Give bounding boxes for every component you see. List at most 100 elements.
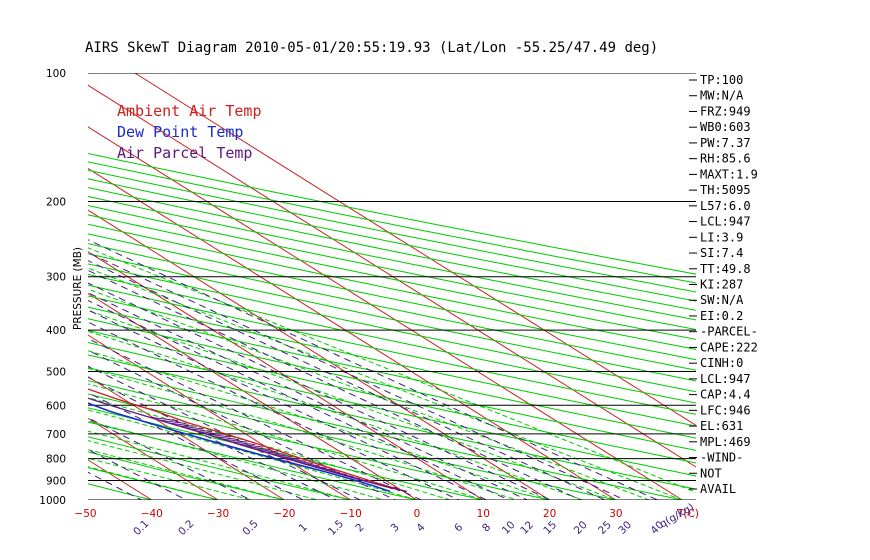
mixing-ratio-label: 3 [388,521,401,534]
dry-adiabat-line [88,380,617,500]
index-label: TP:100 [700,73,743,87]
moist-adiabat-line [88,367,517,500]
dry-adiabat-line [88,205,696,331]
moist-adiabat-line [88,288,650,500]
isotherm-line [88,167,617,500]
index-label: SW:N/A [700,293,744,307]
isotherm-line [88,292,418,500]
mixing-ratio-line [88,260,606,500]
bottom-temp-tick-label: −40 [141,508,163,520]
index-label: PW:7.37 [700,136,751,150]
index-label: AVAIL [700,482,736,496]
mixing-ratio-line [88,292,528,500]
dry-adiabat-line [88,263,696,393]
index-label: LFC:946 [700,403,751,417]
index-label: -PARCEL- [700,325,758,339]
index-label: FRZ:949 [700,104,751,118]
moist-adiabat-line [88,310,617,500]
mixing-ratio-line [88,321,460,500]
series-layer [88,388,407,493]
tick-label-layer: 1000900800700600500400300200100−120−110−… [39,68,699,538]
index-label: SI:7.4 [700,246,743,260]
dry-adiabat-line [88,214,696,340]
legend-item: Dew Point Temp [117,123,243,141]
grid-layer [0,73,696,500]
index-label: WB0:603 [700,120,751,134]
bottom-temp-tick-label: −10 [340,508,362,520]
mixing-ratio-label: 30 [616,519,634,537]
bottom-temp-tick-label: −50 [74,508,96,520]
mixing-ratio-label: 25 [596,519,614,537]
dry-adiabat-line [88,223,696,350]
index-label: MPL:469 [700,435,751,449]
index-label: CAPE:222 [700,340,758,354]
isotherm-line [0,73,19,500]
bottom-temp-tick-label: 30 [609,508,622,520]
bottom-axis-unit: T(C) [676,508,699,520]
mixing-ratio-label: 8 [480,521,493,534]
dry-adiabat-line [88,187,696,311]
mixing-ratio-label: 10 [500,519,518,537]
mixing-ratio-line [88,448,187,500]
legend: Ambient Air Temp Dew Point Temp Air Parcel… [117,102,262,162]
index-label: L57:6.0 [700,199,751,213]
pressure-tick-label: 600 [46,400,66,412]
dry-adiabat-line [88,451,285,500]
pressure-tick-label: 800 [46,454,66,466]
pressure-tick-label: 900 [46,475,66,487]
index-label: MW:N/A [700,89,744,103]
index-label: EI:0.2 [700,309,743,323]
mixing-ratio-label: 1 [297,521,310,534]
moist-adiabat-line [88,330,583,500]
moist-adiabat-line [88,383,484,500]
mixing-ratio-line [88,269,582,500]
pressure-tick-label: 400 [46,325,66,337]
dry-adiabat-line [88,306,696,439]
index-label: LI:3.9 [700,230,743,244]
mixing-ratio-line [88,338,422,500]
cape-hatch-line [246,446,271,451]
isotherm-line [88,334,351,500]
mixing-ratio-line [88,417,251,500]
cape-hatch-line [149,416,179,422]
mixing-ratio-label: 15 [541,519,559,537]
index-label: CINH:0 [700,356,743,370]
dry-adiabat-line [88,421,418,500]
bottom-temp-tick-label: 0 [414,508,421,520]
index-label: -WIND- [700,451,743,465]
cape-hatch-line [238,443,264,448]
index-label: RH:85.6 [700,152,751,166]
isotherm-line [88,84,696,468]
mixing-ratio-line [88,309,487,500]
mixing-ratio-label: 12 [518,519,536,537]
pressure-tick-label: 200 [46,197,66,209]
dewpoint-curve [88,402,391,493]
dry-adiabat-line [88,467,219,500]
dry-adiabat-line [88,436,351,500]
mixing-ratio-label: 2 [353,521,366,534]
dry-adiabat-line [88,178,696,302]
bottom-temp-tick-label: −20 [273,508,295,520]
index-label: MAXT:1.9 [700,167,758,181]
dry-adiabat-line [88,329,696,464]
isotherm-line [88,209,550,500]
index-label: LCL:947 [700,215,751,229]
mixing-ratio-label: 1.5 [326,518,346,538]
moist-adiabat-line [88,449,285,500]
bottom-temp-tick-label: −30 [207,508,229,520]
pressure-tick-label: 100 [46,68,66,80]
index-label: TT:49.8 [700,262,751,276]
bottom-temp-tick-label: 10 [477,508,490,520]
mixing-ratio-line [88,376,337,500]
mixing-ratio-label: 6 [452,521,465,534]
moist-adiabat-line [88,430,351,500]
pressure-tick-label: 500 [46,366,66,378]
cape-hatch-line [187,427,213,433]
dry-adiabat-line [88,393,550,500]
pressure-tick-label: 1000 [39,495,66,507]
cape-hatch-line [213,435,239,441]
dry-adiabat-line [88,152,696,275]
index-label: KI:287 [700,278,743,292]
mixing-ratio-label: 0.5 [240,518,260,538]
